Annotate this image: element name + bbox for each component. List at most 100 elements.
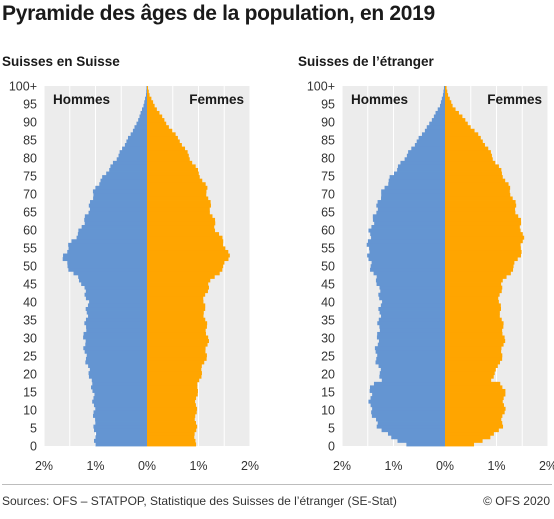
bar-men	[68, 267, 147, 272]
bar-women	[445, 310, 500, 315]
men-label: Hommes	[351, 92, 408, 107]
bar-women	[147, 339, 209, 344]
bar-women	[147, 157, 190, 162]
y-tick-label: 20	[23, 368, 37, 382]
y-tick-label: 95	[321, 98, 335, 112]
bar-women	[147, 132, 176, 137]
bar-men	[95, 435, 147, 440]
bar-women	[147, 89, 149, 94]
bar-women	[147, 378, 200, 383]
bar-men	[94, 438, 147, 443]
bar-women	[445, 410, 505, 415]
bar-women	[147, 417, 195, 422]
bar-men	[85, 360, 147, 365]
y-tick-label: 40	[23, 296, 37, 310]
bar-women	[445, 242, 521, 247]
bar-women	[445, 388, 506, 393]
bar-men	[100, 178, 147, 183]
bar-men	[76, 235, 147, 240]
bar-men	[88, 314, 147, 319]
bar-men	[84, 221, 147, 226]
bar-women	[147, 271, 220, 276]
bar-men	[95, 406, 147, 411]
bar-women	[445, 381, 501, 386]
y-tick-label: 70	[321, 188, 335, 202]
women-label: Femmes	[487, 92, 542, 107]
bar-men	[94, 392, 147, 397]
y-tick-label: 90	[321, 116, 335, 130]
x-tick-label: 1%	[86, 459, 104, 473]
bar-women	[445, 107, 456, 112]
bar-women	[147, 167, 199, 172]
bar-men	[92, 388, 147, 393]
x-tick-label: 2%	[333, 459, 351, 473]
men-label: Hommes	[53, 92, 110, 107]
bar-men	[376, 203, 445, 208]
copyright-note: © OFS 2020	[483, 494, 550, 508]
bar-women	[445, 424, 504, 429]
bar-women	[445, 349, 502, 354]
bar-women	[147, 210, 210, 215]
bar-women	[147, 346, 206, 351]
bar-women	[445, 171, 502, 176]
bar-women	[445, 253, 521, 258]
bar-men	[441, 96, 445, 101]
bar-women	[147, 242, 224, 247]
x-tick-label: 2%	[539, 459, 554, 473]
bar-women	[445, 246, 521, 251]
bar-women	[445, 346, 502, 351]
bar-men	[85, 296, 147, 301]
bar-women	[445, 239, 523, 244]
bar-women	[147, 321, 208, 326]
bar-women	[147, 367, 202, 372]
y-tick-label: 85	[23, 134, 37, 148]
bar-women	[445, 321, 504, 326]
bar-men	[81, 282, 147, 287]
bar-women	[147, 264, 224, 269]
bar-women	[445, 267, 514, 272]
bar-men	[89, 299, 147, 304]
bar-women	[147, 324, 207, 329]
y-tick-label: 60	[321, 224, 335, 238]
y-tick-label: 75	[321, 170, 335, 184]
bar-men	[373, 381, 445, 386]
bar-women	[147, 203, 211, 208]
bar-men	[126, 139, 147, 144]
bar-men	[144, 100, 147, 105]
bar-men	[88, 371, 147, 376]
bar-men	[112, 160, 147, 165]
bar-men	[379, 371, 445, 376]
bar-men	[381, 189, 445, 194]
bar-women	[445, 353, 503, 358]
y-tick-label: 10	[321, 404, 335, 418]
bar-women	[147, 207, 210, 212]
bar-men	[134, 125, 147, 130]
bar-men	[377, 331, 445, 336]
bar-women	[147, 356, 207, 361]
bar-women	[445, 221, 522, 226]
bar-women	[147, 100, 154, 105]
bar-men	[95, 421, 147, 426]
bar-men	[380, 367, 445, 372]
bar-women	[147, 381, 198, 386]
bar-women	[445, 299, 499, 304]
y-tick-label: 5	[30, 422, 37, 436]
bar-men	[367, 239, 445, 244]
bar-men	[380, 289, 445, 294]
bar-men	[379, 374, 445, 379]
bar-men	[393, 171, 445, 176]
bar-men	[371, 235, 445, 240]
bar-women	[445, 143, 485, 147]
bar-women	[147, 342, 208, 347]
chart-subtitle: Suisses de l’étranger	[298, 54, 435, 69]
bar-women	[147, 317, 206, 322]
bar-women	[445, 167, 502, 172]
bar-men	[388, 178, 445, 183]
bar-women	[147, 232, 220, 237]
y-tick-label: 55	[321, 242, 335, 256]
bar-men	[130, 132, 147, 137]
bar-women	[147, 278, 211, 283]
bar-men	[122, 146, 147, 151]
bar-women	[147, 260, 225, 265]
bar-women	[445, 435, 491, 440]
